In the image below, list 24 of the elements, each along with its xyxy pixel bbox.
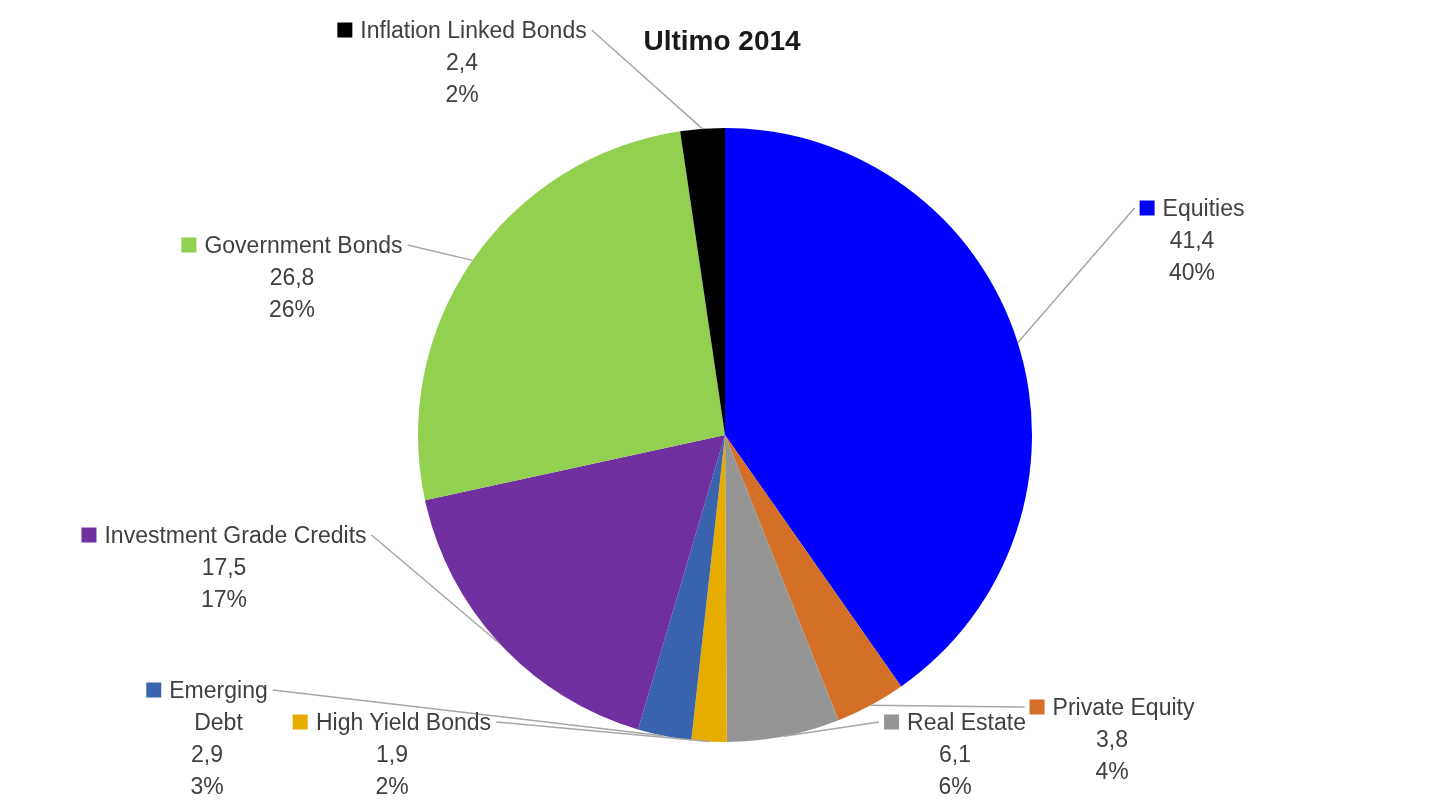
pie-slice: [725, 128, 1032, 687]
legend-label: Emerging Debt: [169, 677, 268, 736]
data-label: 2,4 2%: [445, 49, 479, 108]
data-label: 6,1 6%: [938, 741, 972, 800]
legend-label: Government Bonds: [204, 232, 403, 259]
data-label: 1,9 2%: [375, 741, 409, 800]
data-label: 26,8 26%: [268, 264, 316, 323]
legend-label: Private Equity: [1052, 694, 1195, 721]
legend-label: Inflation Linked Bonds: [360, 17, 587, 44]
legend-label: Equities: [1162, 195, 1245, 222]
legend-label: Investment Grade Credits: [104, 522, 367, 549]
legend-label: Real Estate: [907, 709, 1026, 736]
data-label: 3,8 4%: [1095, 726, 1129, 785]
chart-title: Ultimo 2014: [643, 25, 802, 56]
pie-slice: [680, 128, 725, 435]
pie-slice: [725, 435, 839, 742]
pie-slice: [638, 435, 725, 741]
pie-slice: [418, 131, 725, 501]
pie-slice: [425, 435, 725, 730]
data-label: 17,5 17%: [200, 554, 248, 613]
legend-label: High Yield Bonds: [315, 709, 492, 736]
data-label: 41,4 40%: [1168, 227, 1216, 286]
data-label: 2,9 3%: [190, 741, 224, 800]
pie-slice: [725, 435, 902, 721]
